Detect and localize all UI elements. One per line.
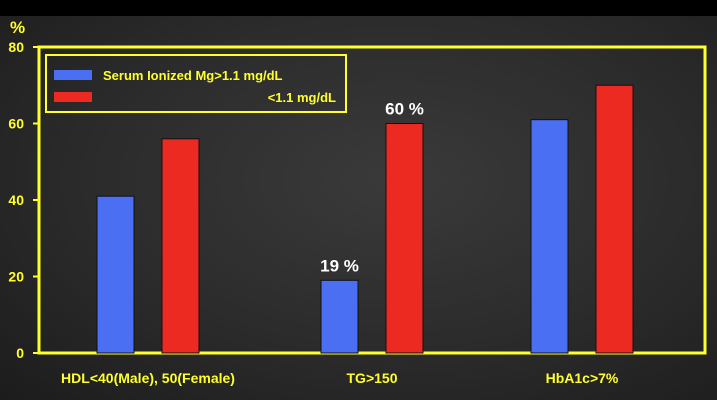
bar-series-2-2 xyxy=(595,84,634,354)
y-tick-label: 0 xyxy=(16,345,24,361)
y-tick-label: 20 xyxy=(8,269,24,285)
bar-annotations: 19 % 60 % xyxy=(320,100,424,276)
y-tick-label: 40 xyxy=(8,192,24,208)
bar-marks xyxy=(96,84,634,354)
legend-label-series-1: Serum Ionized Mg>1.1 mg/dL xyxy=(103,68,283,83)
bar-series-1-1 xyxy=(320,279,359,354)
y-axis-ticks: 0 20 40 60 80 xyxy=(8,39,39,361)
bar-series-1-0 xyxy=(96,195,135,354)
y-tick-label: 60 xyxy=(8,116,24,132)
bar-value-annotation: 19 % xyxy=(320,256,359,275)
bar-series-1-2 xyxy=(530,119,569,354)
legend-label-series-2: <1.1 mg/dL xyxy=(268,90,336,105)
x-category-label: HDL<40(Male), 50(Female) xyxy=(61,370,235,386)
legend-swatch-series-2 xyxy=(54,92,92,102)
y-tick-label: 80 xyxy=(8,39,24,55)
bar-series-2-0 xyxy=(161,138,200,354)
top-black-bar xyxy=(0,0,717,16)
legend-box xyxy=(45,54,347,113)
y-axis-unit-label: % xyxy=(10,18,25,37)
x-category-label: HbA1c>7% xyxy=(546,370,619,386)
legend-swatch-series-1 xyxy=(54,70,92,80)
x-category-label: TG>150 xyxy=(347,370,398,386)
x-axis-category-labels: HDL<40(Male), 50(Female) TG>150 HbA1c>7% xyxy=(61,370,619,386)
legend: Serum Ionized Mg>1.1 mg/dL <1.1 mg/dL xyxy=(45,54,347,113)
bar-value-annotation: 60 % xyxy=(385,100,424,119)
bar-series-2-1 xyxy=(385,123,424,354)
